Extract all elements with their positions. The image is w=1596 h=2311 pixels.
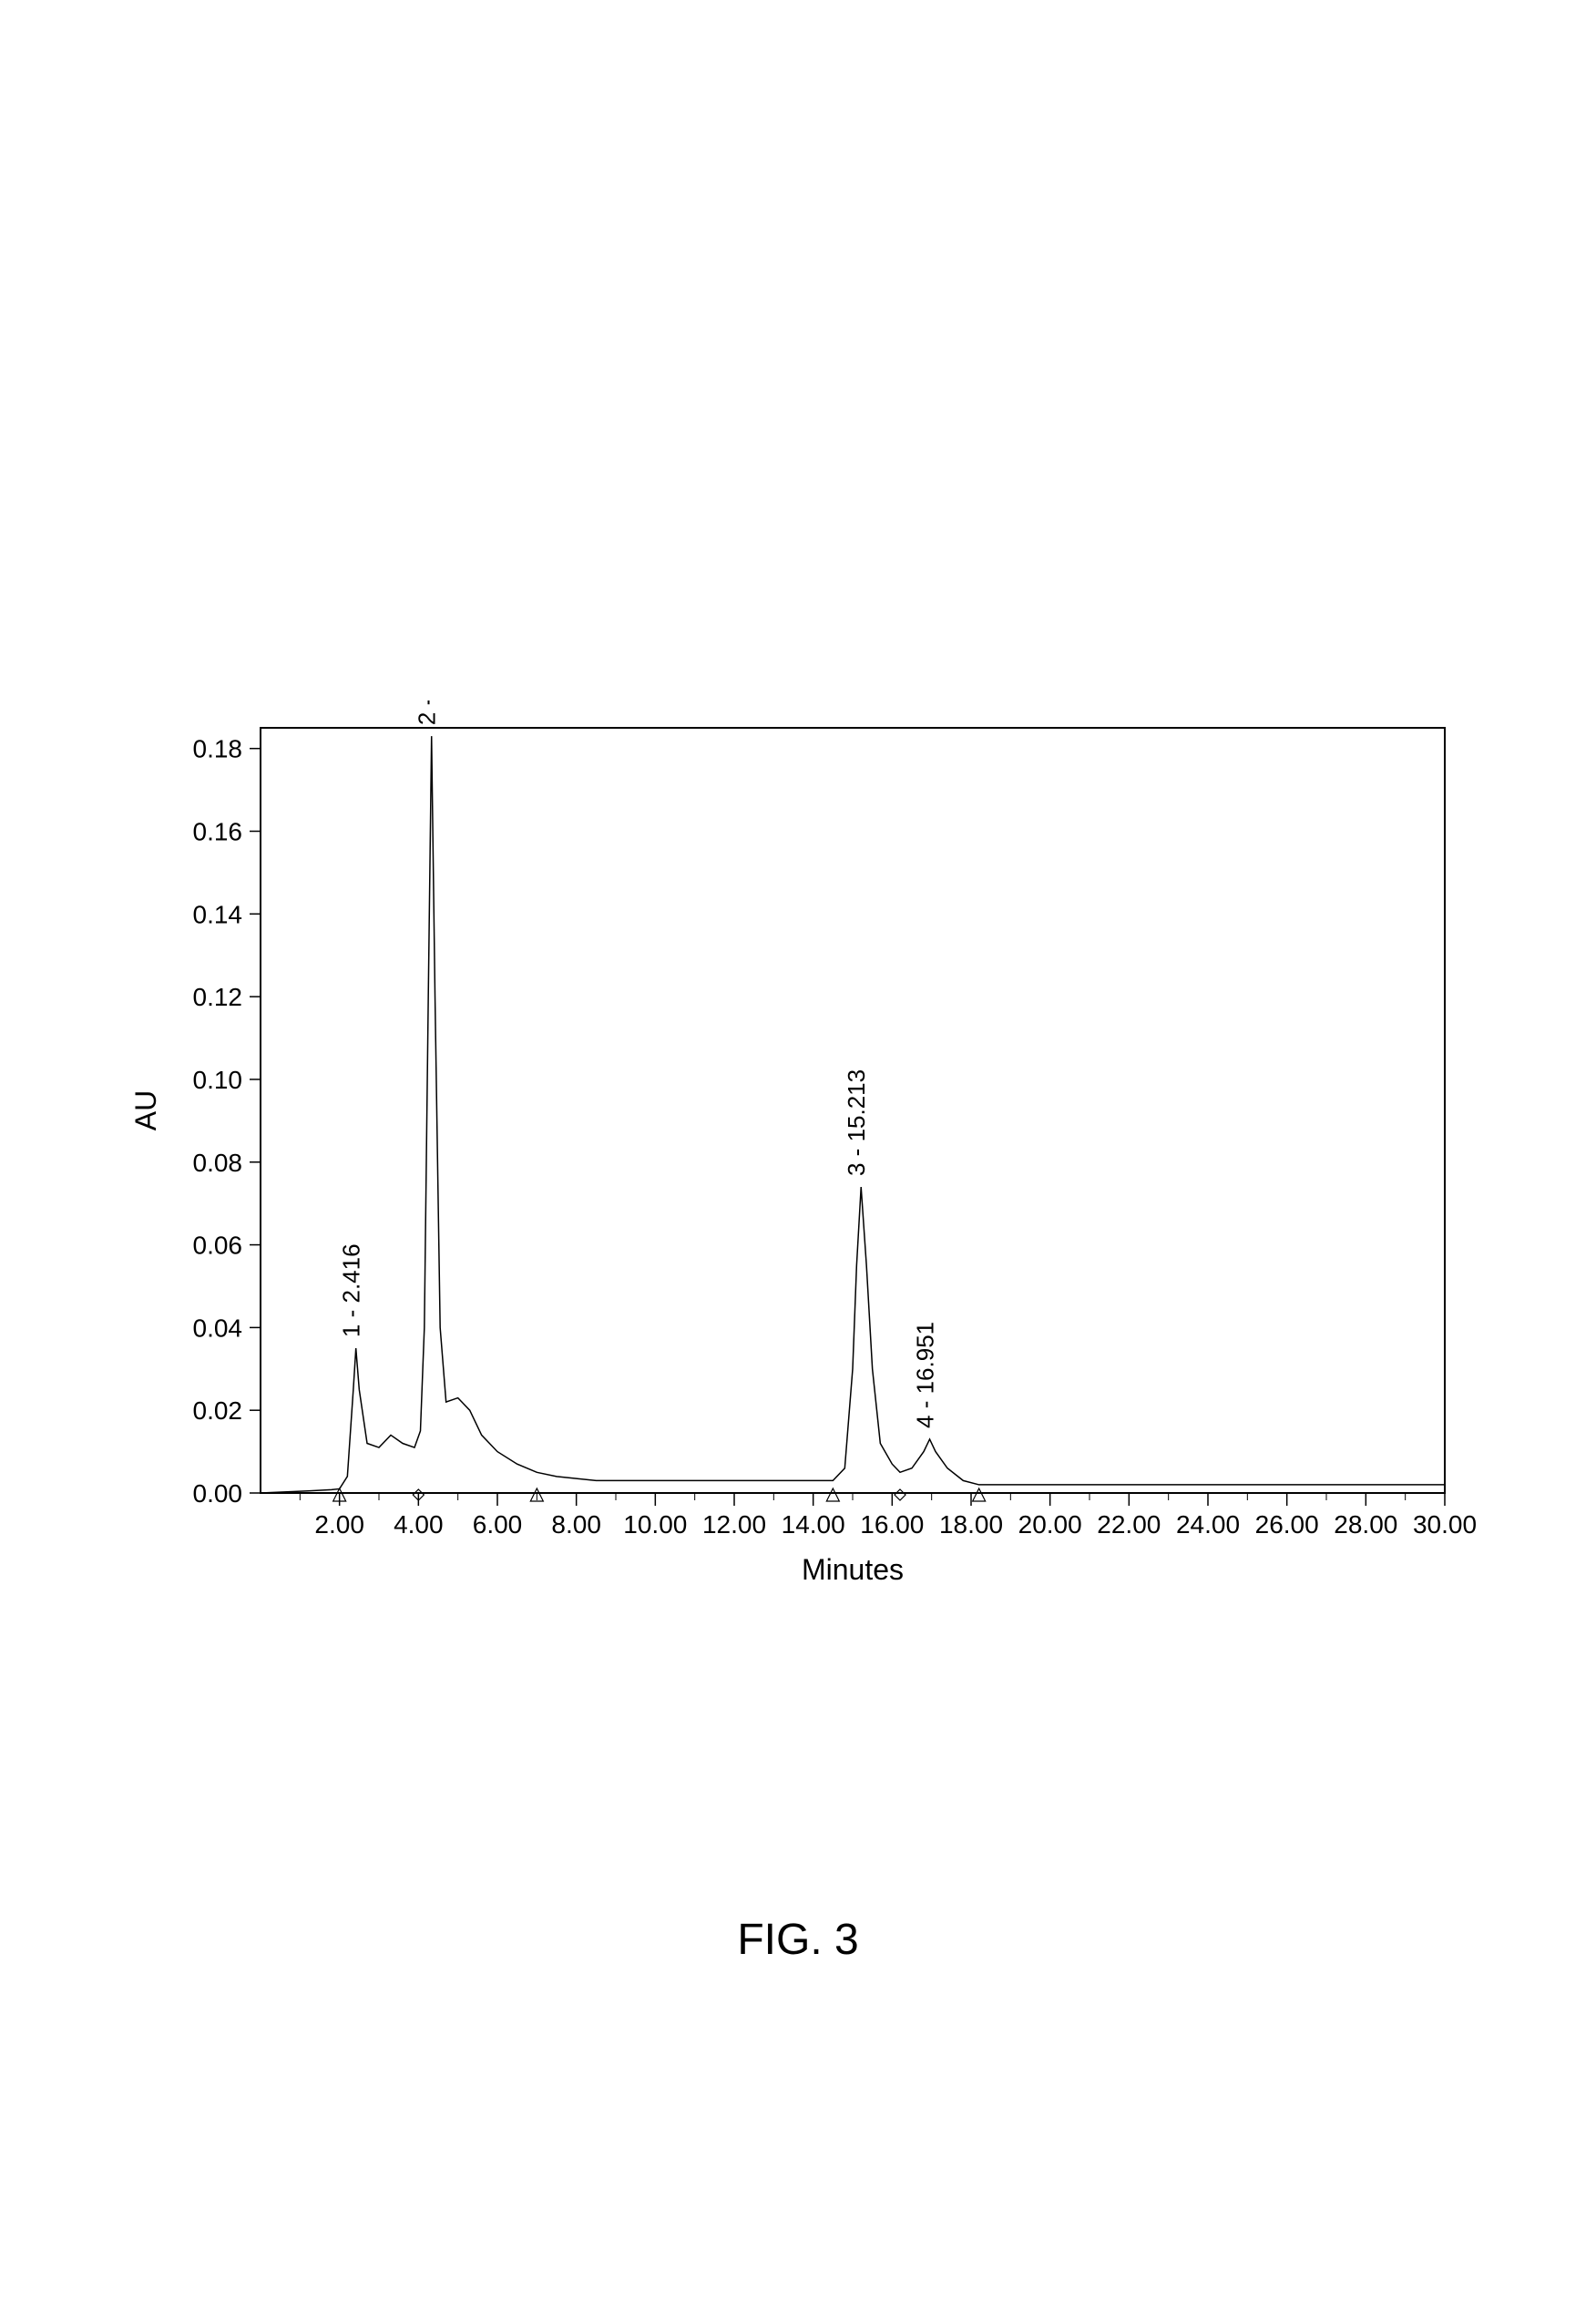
x-tick-label: 14.00 xyxy=(782,1510,845,1539)
x-tick-label: 28.00 xyxy=(1334,1510,1397,1539)
chromatogram-chart: 0.00 0.02 0.04 0.06 0.08 0.10 0.12 0.14 0.16 0.18… xyxy=(115,700,1481,1611)
peak-label: 2 - 4.332 xyxy=(414,700,441,725)
y-tick-label: 0.12 xyxy=(193,983,243,1011)
peak-label: 1 - 2.416 xyxy=(338,1243,365,1337)
y-tick-label: 0.16 xyxy=(193,817,243,845)
x-tick-label: 8.00 xyxy=(551,1510,601,1539)
x-tick-label: 18.00 xyxy=(939,1510,1003,1539)
y-tick-label: 0.08 xyxy=(193,1148,243,1176)
peak-label: 3 - 15.213 xyxy=(843,1069,870,1175)
x-tick-label: 2.00 xyxy=(314,1510,364,1539)
y-tick-label: 0.02 xyxy=(193,1396,243,1425)
x-axis-label: Minutes xyxy=(802,1553,904,1586)
x-tick-label: 24.00 xyxy=(1176,1510,1240,1539)
y-tick-label: 0.18 xyxy=(193,734,243,762)
x-tick-label: 6.00 xyxy=(473,1510,523,1539)
x-tick-label: 22.00 xyxy=(1097,1510,1161,1539)
y-axis-label: AU xyxy=(129,1089,162,1130)
x-tick-label: 12.00 xyxy=(702,1510,766,1539)
x-tick-label: 4.00 xyxy=(394,1510,444,1539)
y-tick-label: 0.14 xyxy=(193,900,243,928)
chart-svg: 0.00 0.02 0.04 0.06 0.08 0.10 0.12 0.14 0.16 0.18… xyxy=(115,700,1481,1611)
y-tick-label: 0.10 xyxy=(193,1065,243,1093)
y-tick-label: 0.06 xyxy=(193,1231,243,1259)
baseline-marker-diamond xyxy=(895,1489,905,1500)
peak-label: 4 - 16.951 xyxy=(912,1321,939,1427)
x-tick-label: 26.00 xyxy=(1255,1510,1319,1539)
baseline-marker-triangle xyxy=(973,1488,986,1501)
y-tick-label: 0.04 xyxy=(193,1314,243,1342)
x-tick-label: 20.00 xyxy=(1018,1510,1082,1539)
figure-label: FIG. 3 xyxy=(737,1915,858,1965)
y-tick-label: 0.00 xyxy=(193,1479,243,1508)
x-tick-label: 16.00 xyxy=(860,1510,924,1539)
baseline-marker-triangle xyxy=(826,1488,839,1501)
x-tick-label: 10.00 xyxy=(623,1510,687,1539)
x-tick-label: 30.00 xyxy=(1413,1510,1477,1539)
